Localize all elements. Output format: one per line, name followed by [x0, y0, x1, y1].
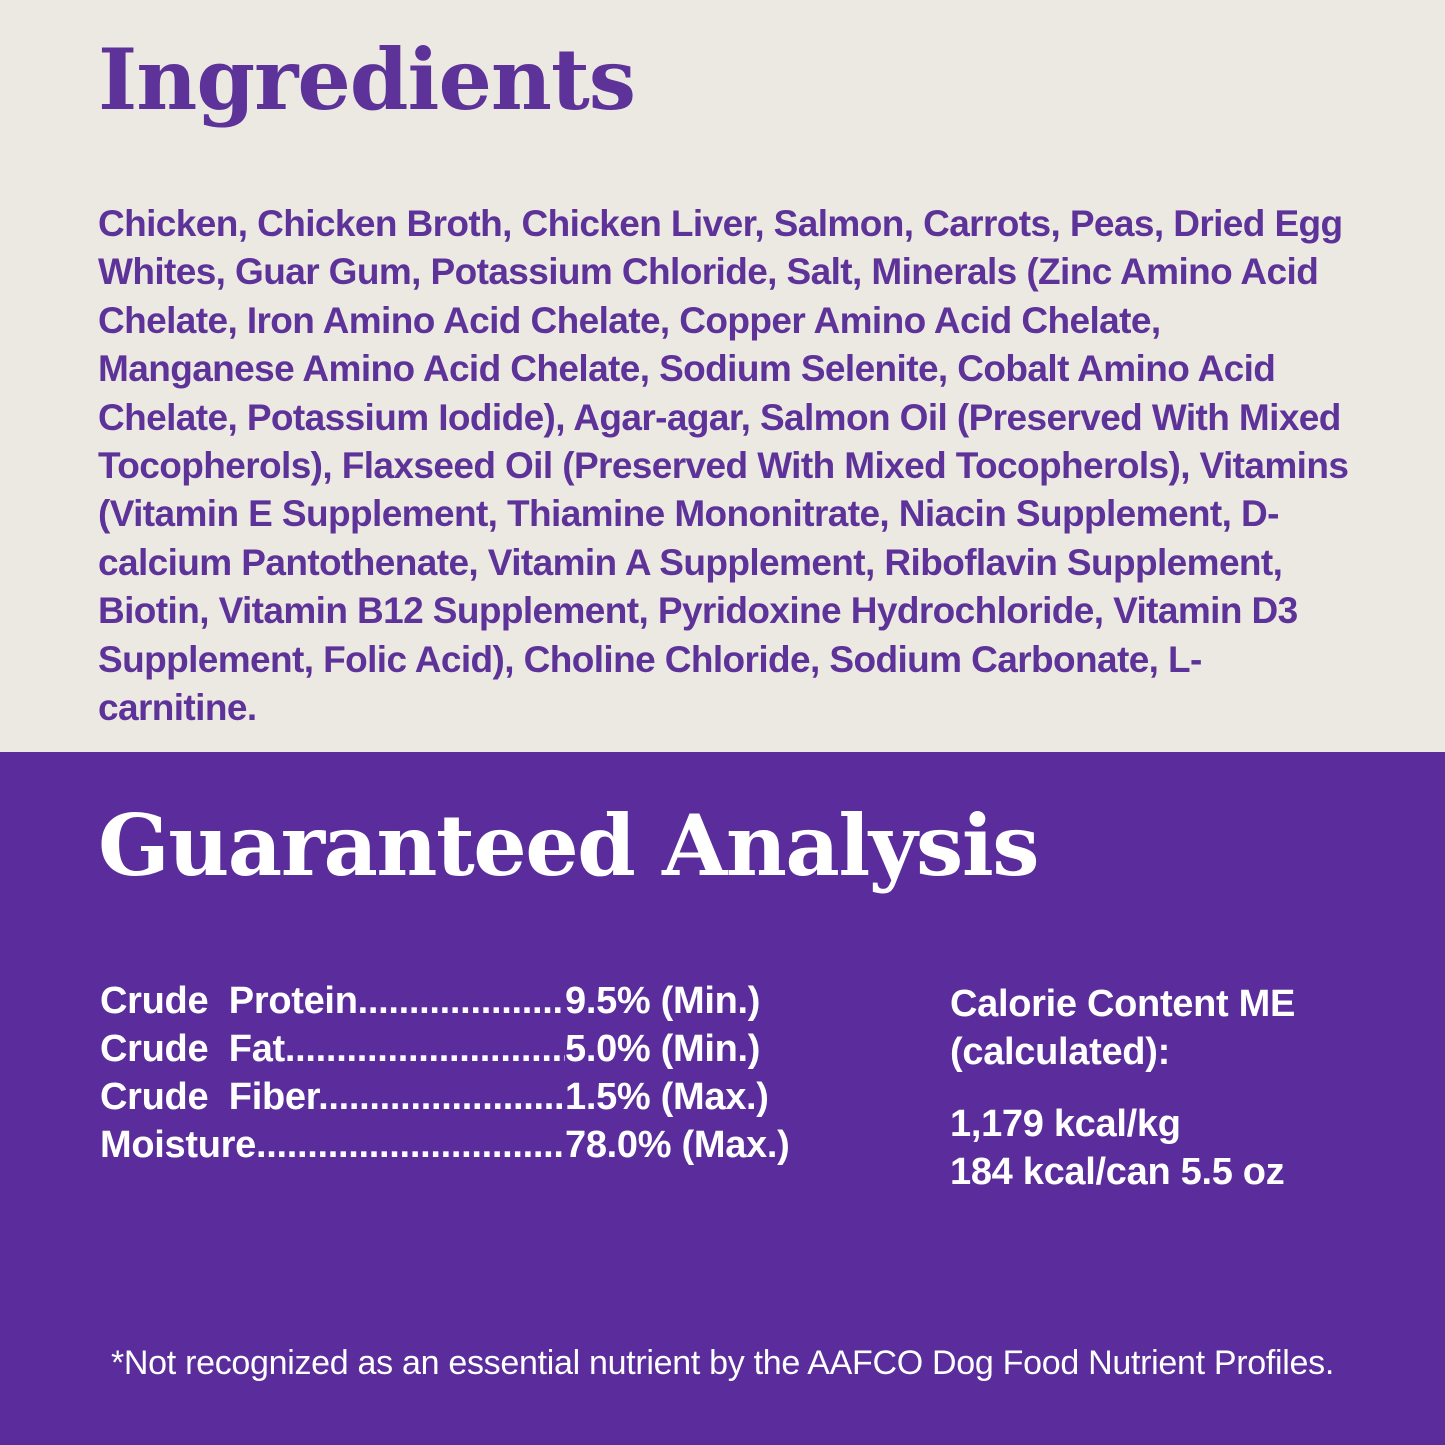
- analysis-row-label-leader: Crude Fiber.............................…: [100, 1076, 565, 1119]
- dot-leader: ........................................: [284, 1028, 565, 1070]
- analysis-row-crude-fat: Crude Fat...............................…: [100, 1028, 790, 1076]
- analysis-row-crude-protein: Crude Protein...........................…: [100, 980, 790, 1028]
- analysis-value: 1.5% (Max.): [565, 1076, 769, 1118]
- analysis-row-label-leader: Crude Protein...........................…: [100, 980, 565, 1023]
- ingredients-title: Ingredients: [98, 30, 636, 129]
- calorie-heading-line1: Calorie Content ME: [950, 983, 1296, 1025]
- dot-leader: ........................................: [357, 980, 565, 1022]
- guaranteed-analysis-title: Guaranteed Analysis: [98, 796, 1040, 895]
- aafco-footnote: *Not recognized as an essential nutrient…: [110, 1344, 1334, 1382]
- analysis-label: Crude Protein: [100, 980, 358, 1022]
- calorie-kcal-per-kg: 1,179 kcal/kg: [950, 1103, 1181, 1145]
- analysis-row-label-leader: Moisture................................…: [100, 1124, 565, 1167]
- analysis-row-moisture: Moisture................................…: [100, 1124, 790, 1172]
- calorie-heading-line2: (calculated):: [950, 1031, 1170, 1073]
- analysis-value: 78.0% (Max.): [565, 1124, 790, 1166]
- dot-leader: ........................................: [255, 1124, 565, 1166]
- calorie-values: 1,179 kcal/kg 184 kcal/can 5.5 oz: [950, 1100, 1380, 1196]
- calorie-content-block: Calorie Content ME (calculated): 1,179 k…: [950, 980, 1380, 1196]
- analysis-label: Crude Fat: [100, 1028, 285, 1070]
- calorie-kcal-per-can: 184 kcal/can 5.5 oz: [950, 1151, 1285, 1193]
- dot-leader: ........................................: [318, 1076, 565, 1118]
- analysis-value: 9.5% (Min.): [565, 980, 761, 1022]
- ingredients-section: Ingredients Chicken, Chicken Broth, Chic…: [98, 30, 1349, 729]
- analysis-table: Crude Protein...........................…: [100, 980, 790, 1172]
- ingredients-list: Chicken, Chicken Broth, Chicken Liver, S…: [98, 203, 1349, 729]
- analysis-row-label-leader: Crude Fat...............................…: [100, 1028, 565, 1071]
- analysis-label: Moisture: [100, 1124, 256, 1166]
- guaranteed-analysis-section: Guaranteed Analysis Crude Protein.......…: [0, 752, 1445, 1445]
- analysis-row-crude-fiber: Crude Fiber.............................…: [100, 1076, 790, 1124]
- analysis-value: 5.0% (Min.): [565, 1028, 761, 1070]
- analysis-label: Crude Fiber: [100, 1076, 319, 1118]
